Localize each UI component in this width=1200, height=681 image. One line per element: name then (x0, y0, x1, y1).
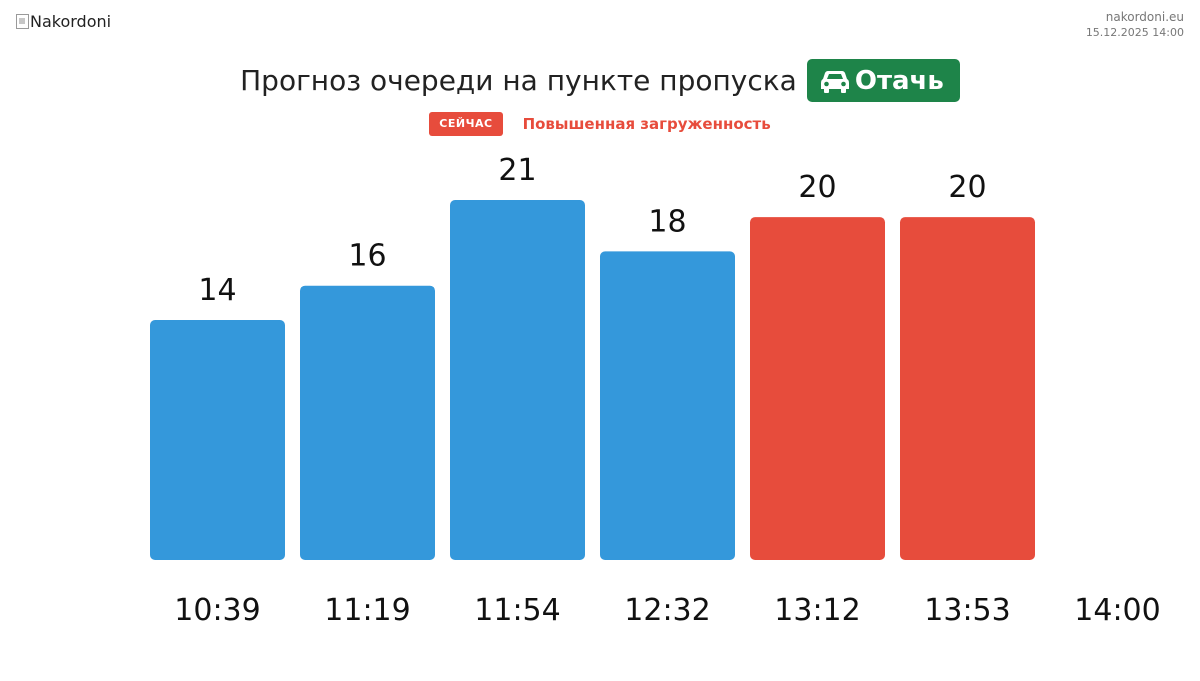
checkpoint-badge: Отачь (806, 59, 960, 102)
bar-1312 (750, 217, 885, 560)
checkpoint-name: Отачь (854, 65, 944, 96)
bar-value-label: 16 (348, 239, 386, 274)
bar-1119 (300, 285, 435, 560)
x-tick-label: 13:53 (924, 593, 1010, 628)
page-title: Прогноз очереди на пункте пропуска (240, 64, 797, 97)
x-tick-label: 11:54 (474, 593, 560, 628)
bar-value-label: 20 (948, 170, 986, 205)
bar-value-label: 14 (198, 273, 236, 308)
bar-value-label: 20 (798, 170, 836, 205)
x-tick-label: 14:00 (1074, 593, 1160, 628)
logo-alt-text: Nakordoni (30, 12, 112, 31)
x-tick-label: 13:12 (774, 593, 860, 628)
broken-image-icon (16, 14, 29, 29)
site-logo[interactable]: Nakordoni (16, 12, 111, 31)
bar-1039 (150, 320, 285, 560)
now-badge: СЕЙЧАС (429, 112, 503, 136)
bar-value-label: 21 (498, 153, 536, 188)
x-tick-label: 10:39 (174, 593, 260, 628)
forecast-timestamp: 15.12.2025 14:00 (1085, 26, 1184, 39)
site-info: nakordoni.eu 15.12.2025 14:00 (1086, 9, 1184, 41)
x-tick-label: 11:19 (324, 593, 410, 628)
car-icon (820, 70, 849, 93)
site-domain: nakordoni.eu (1105, 10, 1184, 24)
page-heading: Прогноз очереди на пункте пропуска Отачь (0, 59, 1200, 102)
bar-1353 (900, 217, 1035, 560)
bar-value-label: 18 (648, 204, 686, 239)
status-row: СЕЙЧАС Повышенная загруженность (0, 112, 1200, 136)
bar-1232 (600, 251, 735, 560)
load-status-text: Повышенная загруженность (522, 115, 771, 133)
x-tick-label: 12:32 (624, 593, 710, 628)
bar-1154 (450, 200, 585, 560)
